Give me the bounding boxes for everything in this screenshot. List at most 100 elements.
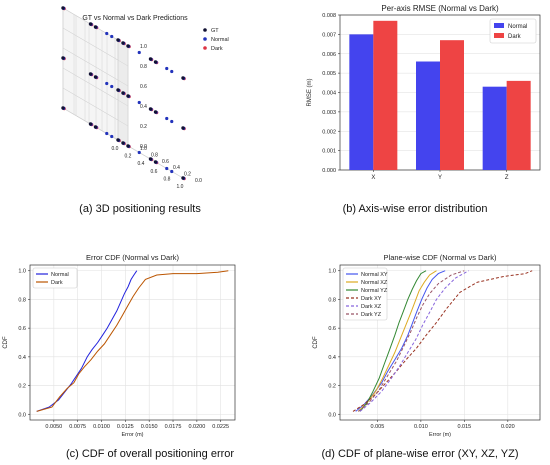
bar-normal xyxy=(349,34,374,170)
normal-point xyxy=(137,100,141,105)
gt-point xyxy=(88,22,93,26)
legend-label: Normal xyxy=(51,272,69,278)
series-normal-yz xyxy=(359,270,427,412)
x-tick-label: 0.010 xyxy=(414,424,428,430)
gt-point xyxy=(153,60,158,64)
grid-line xyxy=(62,87,119,121)
x-tick-label: 0.2 xyxy=(125,154,132,160)
gt-point xyxy=(93,25,98,29)
series-dark-yz xyxy=(357,270,465,412)
normal-point xyxy=(165,116,169,121)
y-tick-label: 0.6 xyxy=(162,159,169,165)
series-dark-xy xyxy=(352,270,533,412)
legend-marker xyxy=(203,28,207,32)
x-tick-label: 1.0 xyxy=(177,184,184,190)
caption-d: (d) CDF of plane-wise error (XY, XZ, YZ) xyxy=(321,448,519,460)
gt-point xyxy=(153,160,158,164)
legend-swatch xyxy=(494,33,504,38)
x-tick-label: Y xyxy=(438,175,442,181)
legend-label: Normal XZ xyxy=(361,280,388,286)
gt-point xyxy=(148,107,153,111)
bar-chart: Per-axis RMSE (Normal vs Dark) 0.000 0.001… xyxy=(307,4,541,181)
x-tick-label: 0.0125 xyxy=(117,424,134,430)
gt-point xyxy=(93,75,98,79)
gt-point xyxy=(116,38,120,42)
normal-point xyxy=(110,134,114,139)
legend-swatch xyxy=(494,23,504,28)
legend-box xyxy=(342,267,388,321)
caption-b: (b) Axis-wise error distribution xyxy=(342,203,488,215)
normal-point xyxy=(105,81,109,86)
scatter3d-chart: GT vs Normal vs Dark Predictions 0.0 0.2 0.… xyxy=(61,6,229,190)
gt-point xyxy=(148,57,153,61)
legend: Normal Dark xyxy=(32,267,78,289)
legend-label: Dark YZ xyxy=(361,312,382,318)
gt-point xyxy=(126,144,130,148)
gt-point xyxy=(88,122,93,126)
legend-label: Dark xyxy=(51,280,63,286)
error-cdf-chart: Error CDF (Normal vs Dark) 0.0 0.2 0.4 0.6 0.… xyxy=(3,253,236,438)
x-tick-label: 0.020 xyxy=(501,424,515,430)
series-normal-xz xyxy=(357,270,437,412)
y-tick-label: 0.2 xyxy=(18,384,26,390)
x-tick-label: 0.005 xyxy=(371,424,385,430)
z-tick-label: 1.0 xyxy=(140,44,147,50)
y-axis-label: CDF xyxy=(3,336,9,349)
z-tick-label: 0.8 xyxy=(140,64,147,70)
legend-label: Normal YZ xyxy=(361,288,388,294)
normal-point xyxy=(105,31,109,36)
bar-dark xyxy=(373,20,398,170)
legend: GT Normal Dark xyxy=(203,28,229,52)
gt-point xyxy=(61,106,65,110)
x-tick-label: 0.0150 xyxy=(141,424,158,430)
y-tick-label: 0.008 xyxy=(322,13,336,19)
gt-point xyxy=(181,126,185,130)
series-normal xyxy=(36,270,138,412)
y-tick-label: 0.007 xyxy=(322,32,336,38)
gt-point xyxy=(121,141,125,145)
normal-point xyxy=(170,69,174,74)
legend-label: GT xyxy=(211,28,219,34)
y-tick-label: 0.0 xyxy=(18,412,26,418)
gt-point xyxy=(121,41,125,45)
normal-point xyxy=(137,150,141,155)
legend-label: Dark XY xyxy=(361,296,382,302)
y-tick-label: 0.8 xyxy=(151,152,158,158)
y-tick-label: 0.0 xyxy=(195,178,202,184)
normal-point xyxy=(105,131,109,136)
gt-point xyxy=(181,176,185,180)
legend-label: Normal XY xyxy=(361,272,388,278)
plot-frame xyxy=(339,264,541,421)
x-tick-label: X xyxy=(371,175,375,181)
plot-frame xyxy=(29,264,236,421)
gt-point xyxy=(116,138,120,142)
chart-title: GT vs Normal vs Dark Predictions xyxy=(82,15,188,22)
chart-title: Error CDF (Normal vs Dark) xyxy=(86,253,179,262)
y-tick-label: 0.4 xyxy=(173,165,180,171)
gt-point xyxy=(93,125,98,129)
caption-c: (c) CDF of overall positioning error xyxy=(65,448,235,460)
z-tick-label: 0.2 xyxy=(140,124,147,130)
x-tick-label: 0.0050 xyxy=(45,424,62,430)
x-tick-label: 0.0200 xyxy=(188,424,205,430)
normal-point xyxy=(110,84,114,89)
grid-line xyxy=(62,47,119,81)
normal-point xyxy=(165,66,169,71)
gt-point xyxy=(153,110,158,114)
y-tick-label: 0.2 xyxy=(184,172,191,178)
series-dark-xz xyxy=(359,270,469,412)
legend-label: Normal xyxy=(508,24,527,30)
y-tick-label: 0.6 xyxy=(328,326,336,332)
chart-title: Plane-wise CDF (Normal vs Dark) xyxy=(384,253,497,262)
x-tick-label: 0.0075 xyxy=(69,424,86,430)
bar-dark xyxy=(440,40,464,170)
legend-marker xyxy=(203,46,207,50)
gt-point xyxy=(148,157,153,161)
legend: Normal XY Normal XZ Normal YZ Dark XY Dark X… xyxy=(342,267,388,321)
y-tick-label: 0.2 xyxy=(328,384,336,390)
y-tick-label: 0.001 xyxy=(322,149,336,155)
normal-point xyxy=(165,166,169,171)
y-tick-label: 0.002 xyxy=(322,129,336,135)
gt-point xyxy=(126,94,130,98)
